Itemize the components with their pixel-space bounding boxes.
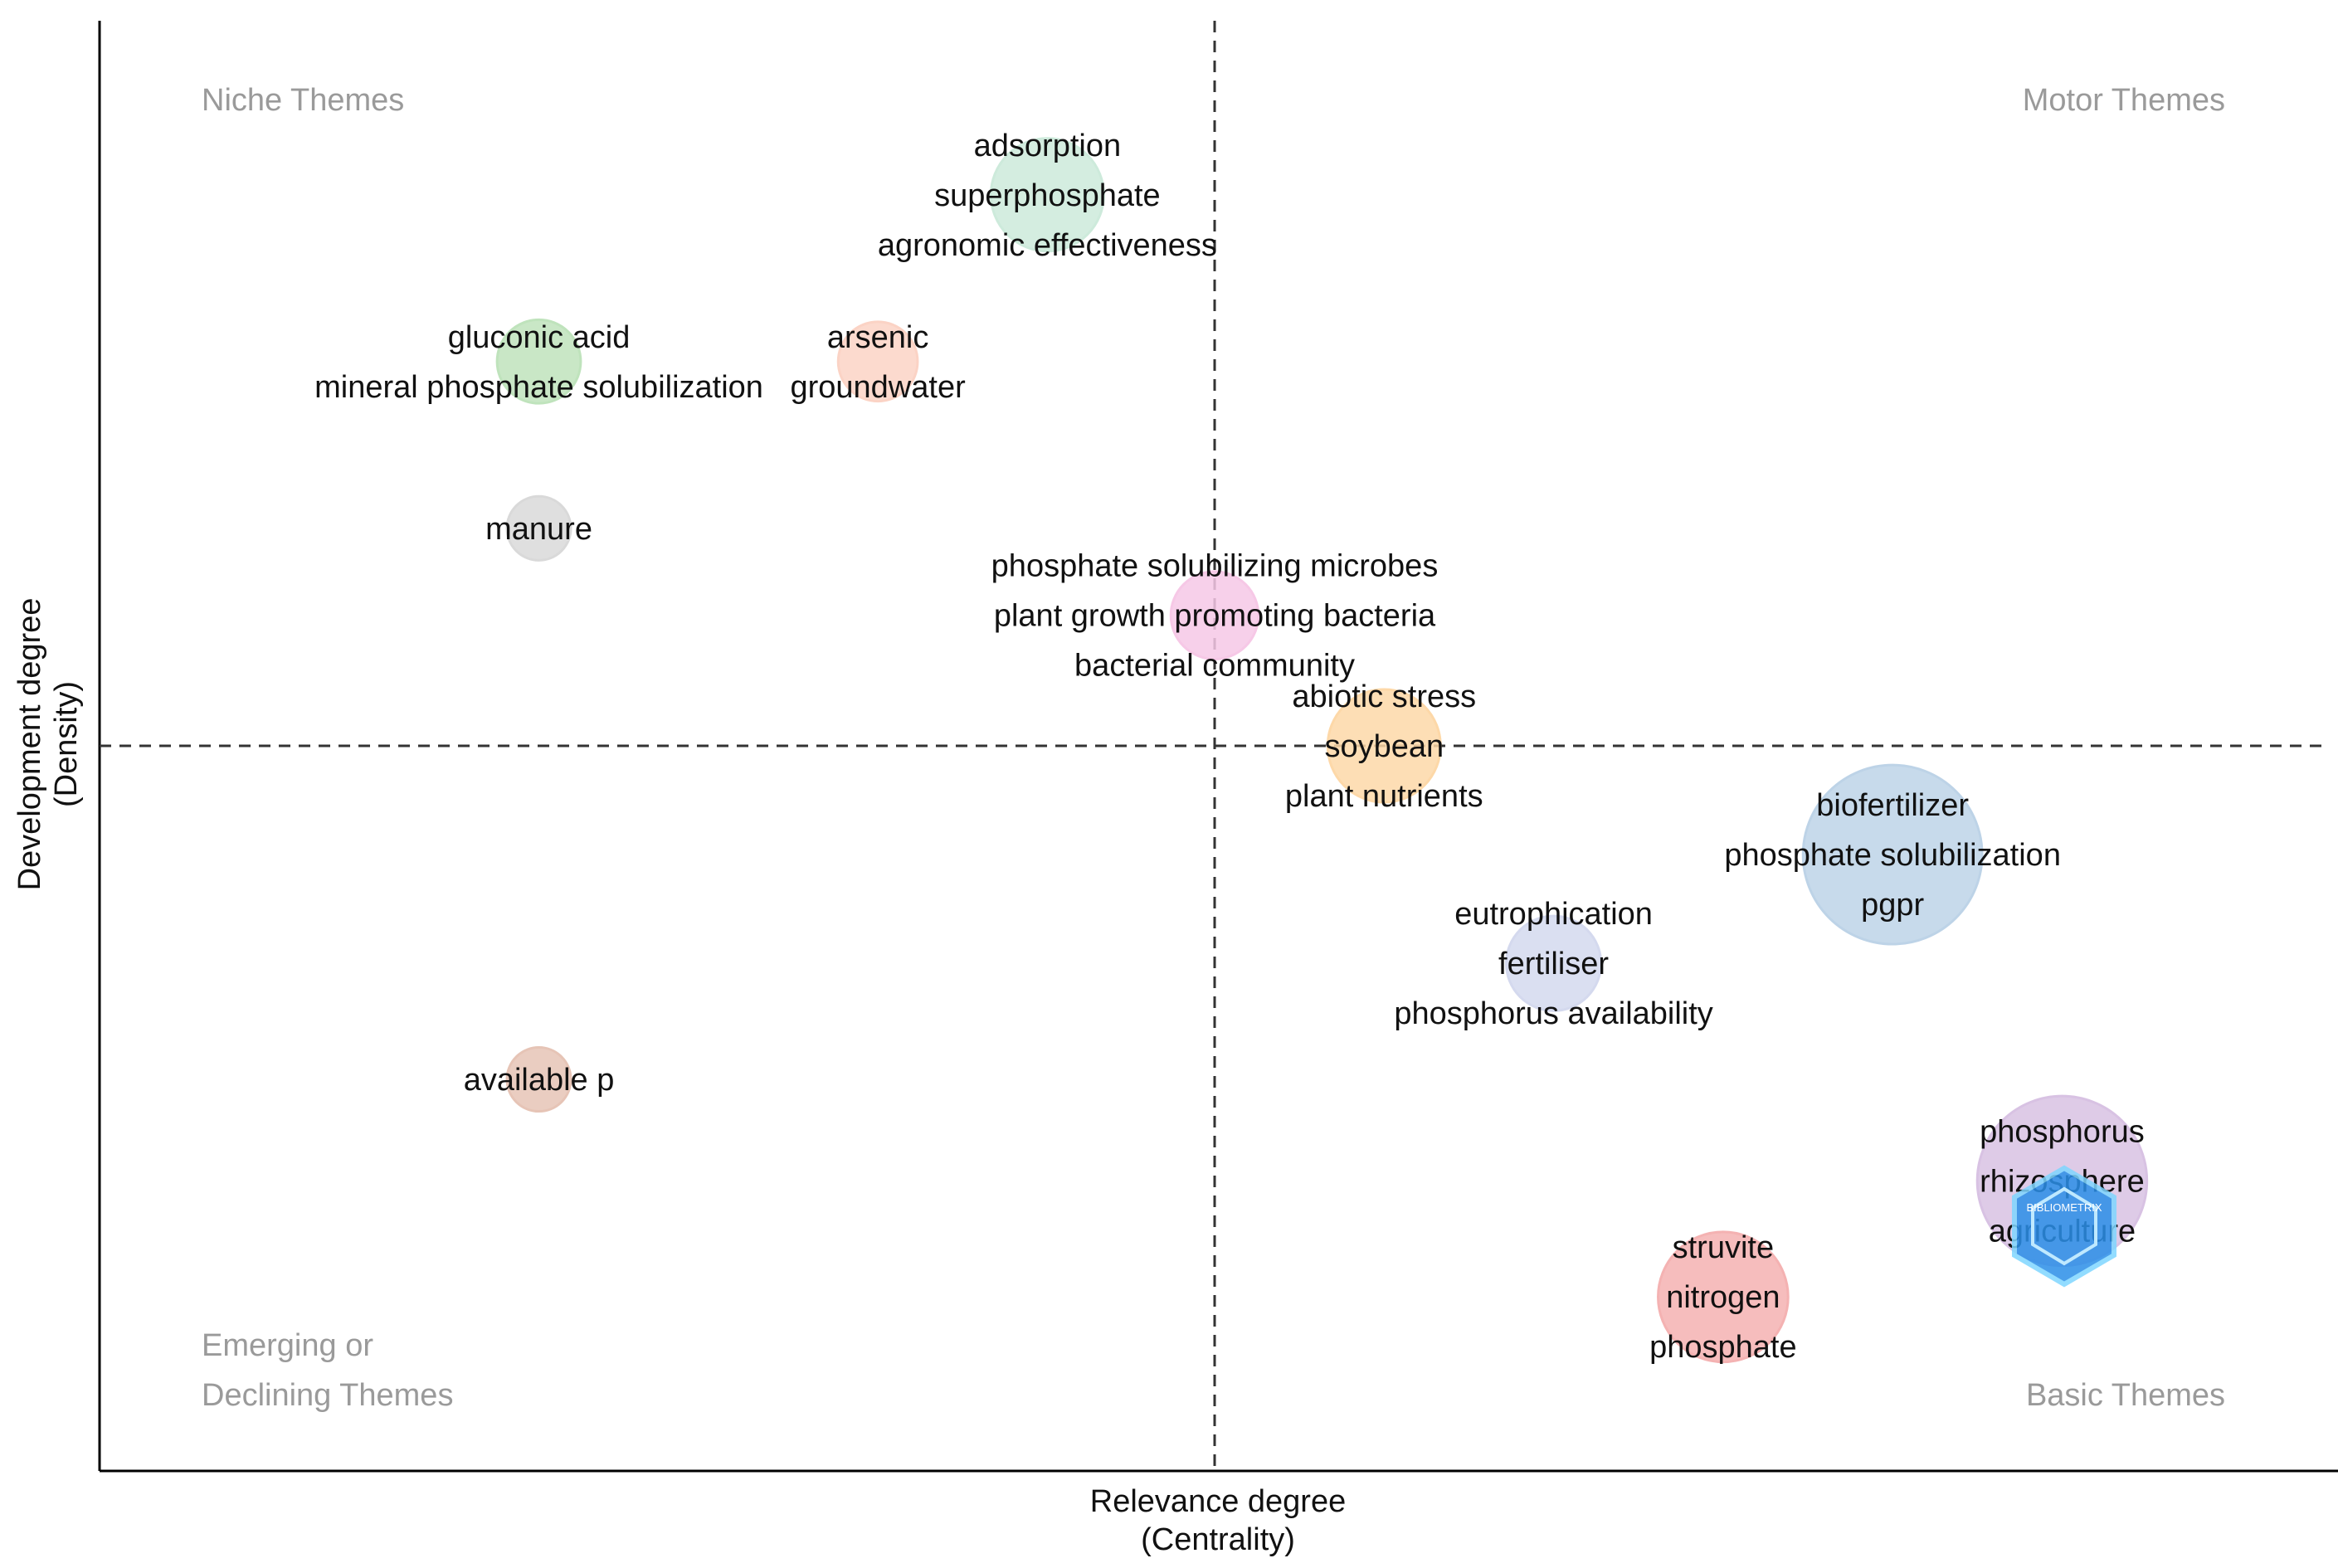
quadrant-label-niche: Niche Themes <box>202 83 404 118</box>
cluster-label-4-1: plant growth promoting bacteria <box>994 599 1436 634</box>
x-axis-subtitle: (Centrality) <box>1141 1522 1295 1557</box>
cluster-label-10-0: struvite <box>1673 1230 1774 1265</box>
cluster-label-0-0: adsorption <box>974 129 1121 163</box>
cluster-label-10-2: phosphate <box>1649 1330 1797 1365</box>
cluster-label-2-0: arsenic <box>827 320 929 355</box>
cluster-label-6-2: phosphorus availability <box>1394 996 1712 1031</box>
cluster-label-1-0: gluconic acid <box>448 320 631 355</box>
cluster-label-1-1: mineral phosphate solubilization <box>314 370 763 405</box>
cluster-label-7-2: pgpr <box>1861 888 1924 923</box>
cluster-labels: adsorption superphosphate agronomic effect… <box>314 129 2145 1365</box>
cluster-label-6-1: fertiliser <box>1498 947 1609 981</box>
cluster-label-9-0: phosphorus <box>1980 1114 2145 1149</box>
quadrant-dividers <box>100 21 2330 1471</box>
cluster-bubble-5 <box>1326 688 1442 804</box>
cluster-label-8-0: available p <box>464 1063 615 1098</box>
quadrant-label-emerging: Emerging or <box>202 1328 373 1363</box>
cluster-label-5-1: soybean <box>1324 729 1444 764</box>
y-axis-title: Development degree <box>12 598 47 891</box>
cluster-label-4-0: phosphate solubilizing microbes <box>991 549 1439 584</box>
axis-titles: Relevance degree (Centrality) Developmen… <box>12 598 1346 1557</box>
cluster-label-0-1: superphosphate <box>934 178 1161 213</box>
quadrant-labels: Niche Themes Motor Themes Emerging or De… <box>202 83 2225 1413</box>
cluster-label-2-1: groundwater <box>790 370 966 405</box>
cluster-bubbles <box>495 137 2149 1364</box>
cluster-bubble-1 <box>495 318 582 405</box>
cluster-label-3-0: manure <box>485 512 592 547</box>
quadrant-label-basic: Basic Themes <box>2026 1378 2225 1413</box>
cluster-bubble-7 <box>1801 763 1984 946</box>
cluster-label-7-1: phosphate solubilization <box>1724 838 2061 873</box>
cluster-bubble-3 <box>505 494 572 562</box>
y-axis-subtitle: (Density) <box>49 681 84 807</box>
cluster-bubble-4 <box>1169 570 1260 660</box>
cluster-label-0-2: agronomic effectiveness <box>878 228 1217 263</box>
cluster-bubble-2 <box>836 320 919 403</box>
x-axis-title: Relevance degree <box>1090 1484 1346 1519</box>
cluster-bubble-10 <box>1657 1230 1790 1364</box>
cluster-bubble-8 <box>505 1046 572 1113</box>
cluster-label-5-0: abiotic stress <box>1292 679 1476 714</box>
quadrant-label-motor: Motor Themes <box>2023 83 2225 118</box>
cluster-label-6-0: eutrophication <box>1454 897 1653 932</box>
cluster-label-10-1: nitrogen <box>1666 1280 1780 1315</box>
cluster-bubble-0 <box>989 137 1105 253</box>
logo-inner-shape <box>2031 1186 2097 1266</box>
logo-hexagon-shape <box>2012 1165 2116 1288</box>
quadrant-label-declining: Declining Themes <box>202 1378 453 1413</box>
logo-text: BIBLIOMETRIX <box>2026 1201 2102 1214</box>
bibliometrix-logo: BIBLIOMETRIX <box>2012 1165 2116 1288</box>
cluster-label-5-2: plant nutrients <box>1285 779 1483 814</box>
cluster-label-4-2: bacterial community <box>1074 649 1355 684</box>
cluster-bubble-6 <box>1504 914 1603 1012</box>
cluster-label-7-0: biofertilizer <box>1816 788 1969 823</box>
